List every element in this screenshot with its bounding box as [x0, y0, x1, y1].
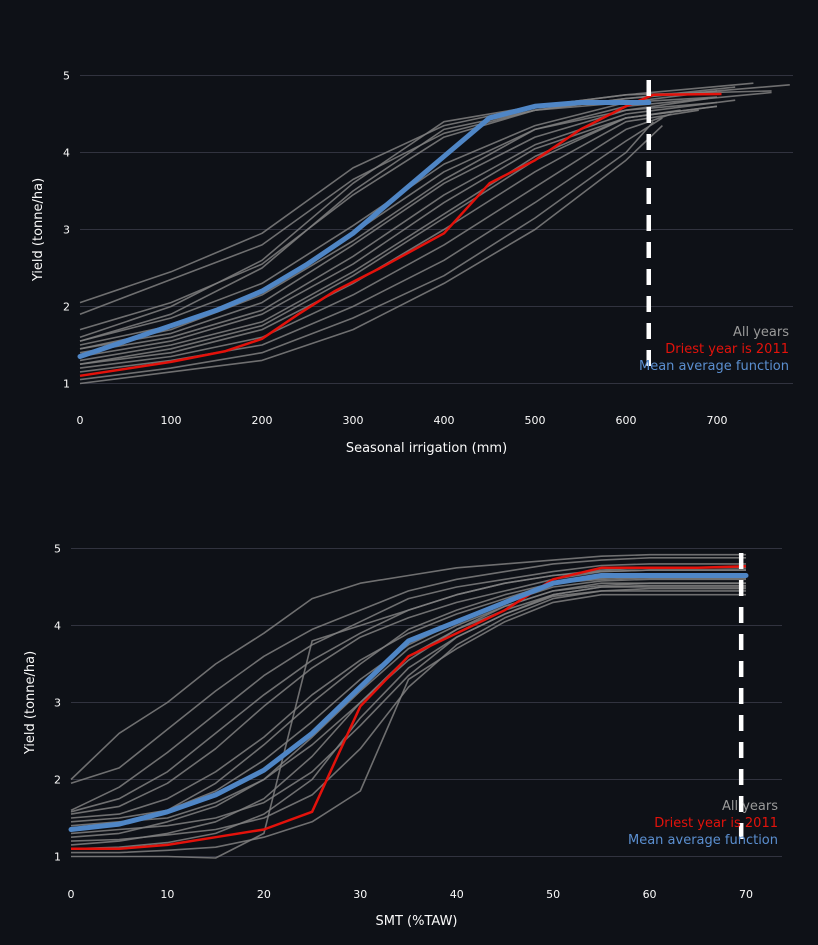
- x-tick-label: 10: [160, 888, 174, 901]
- year-line-15: [70, 587, 746, 850]
- chart-panel-1: 1 2 3 4 5 0 100 200 300 400 500 600 700 Seasonal irri…: [31, 70, 793, 456]
- year-line-13: [79, 125, 663, 385]
- x-tick-label: 60: [643, 888, 657, 901]
- x-tick-label: 40: [450, 888, 464, 901]
- x-tick-label: 500: [525, 414, 546, 427]
- y-tick-label: 2: [63, 300, 70, 313]
- mean-average-line: [77, 100, 652, 359]
- year-line-14: [70, 582, 746, 838]
- year-line-12: [79, 121, 654, 381]
- y-axis-title: Yield (tonne/ha): [31, 178, 46, 282]
- x-tick-label: 600: [616, 414, 637, 427]
- x-tick-label: 70: [739, 888, 753, 901]
- legend-entry-1: All years: [733, 325, 789, 340]
- driest-year-line: [79, 92, 722, 378]
- year-line-1: [70, 553, 746, 781]
- y-tick-label: 2: [54, 773, 61, 786]
- driest-year-line: [71, 565, 747, 851]
- x-axis-title: SMT (%TAW): [375, 914, 457, 929]
- year-line-12: [70, 584, 746, 846]
- legend-entry-3: Mean average function: [628, 833, 778, 848]
- year-line-7: [79, 99, 736, 354]
- x-tick-label: 300: [343, 414, 364, 427]
- year-line-2: [70, 556, 746, 785]
- year-line-10: [71, 593, 746, 854]
- x-tick-label: 50: [546, 888, 560, 901]
- x-tick-label: 0: [77, 414, 84, 427]
- year-line-11: [71, 569, 746, 859]
- x-tick-label: 30: [353, 888, 367, 901]
- year-line-10: [79, 113, 672, 369]
- year-line-18: [79, 105, 718, 365]
- x-tick-label: 200: [252, 414, 273, 427]
- x-tick-label: 20: [257, 888, 271, 901]
- x-tick-label: 700: [707, 414, 728, 427]
- y-tick-label: 4: [54, 620, 61, 633]
- y-axis-title: Yield (tonne/ha): [23, 651, 38, 755]
- y-tick-label: 1: [54, 850, 61, 863]
- x-tick-label: 400: [434, 414, 455, 427]
- year-line-3: [70, 563, 746, 812]
- x-tick-label: 100: [161, 414, 182, 427]
- y-tick-label: 3: [54, 697, 61, 710]
- y-tick-label: 3: [63, 224, 70, 237]
- year-line-16: [79, 109, 681, 358]
- y-tick-label: 5: [54, 543, 61, 556]
- y-tick-label: 1: [63, 377, 70, 390]
- legend-entry-3: Mean average function: [639, 359, 789, 374]
- year-line-17: [79, 90, 772, 339]
- y-tick-label: 4: [63, 147, 70, 160]
- y-tick-label: 5: [63, 70, 70, 83]
- legend-entry-2: Driest year is 2011: [654, 816, 778, 831]
- year-line-13: [70, 576, 746, 831]
- mean-average-line: [68, 573, 749, 832]
- legend-entry-1: All years: [722, 799, 778, 814]
- x-tick-label: 0: [68, 888, 75, 901]
- legend-entry-2: Driest year is 2011: [665, 342, 789, 357]
- year-line-9: [79, 109, 699, 365]
- x-axis-title: Seasonal irrigation (mm): [346, 441, 507, 456]
